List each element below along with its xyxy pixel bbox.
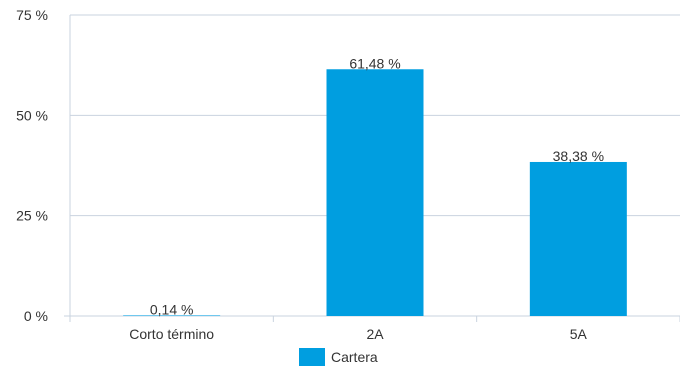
bar-1 <box>123 315 221 316</box>
data-label: 61,48 % <box>349 55 400 71</box>
x-tick-label: 5A <box>570 326 588 342</box>
y-tick-label: 75 % <box>16 7 48 23</box>
x-tick-label: Corto término <box>129 326 214 342</box>
legend-label: Cartera <box>331 349 378 365</box>
bar-3 <box>529 161 627 316</box>
data-label: 0,14 % <box>150 301 194 317</box>
x-tick-label: 2A <box>366 326 384 342</box>
bar-2 <box>326 69 424 316</box>
y-tick-label: 50 % <box>16 107 48 123</box>
legend-swatch <box>299 348 325 366</box>
data-label: 38,38 % <box>553 148 604 164</box>
y-tick-label: 0 % <box>24 308 48 324</box>
y-tick-label: 25 % <box>16 208 48 224</box>
